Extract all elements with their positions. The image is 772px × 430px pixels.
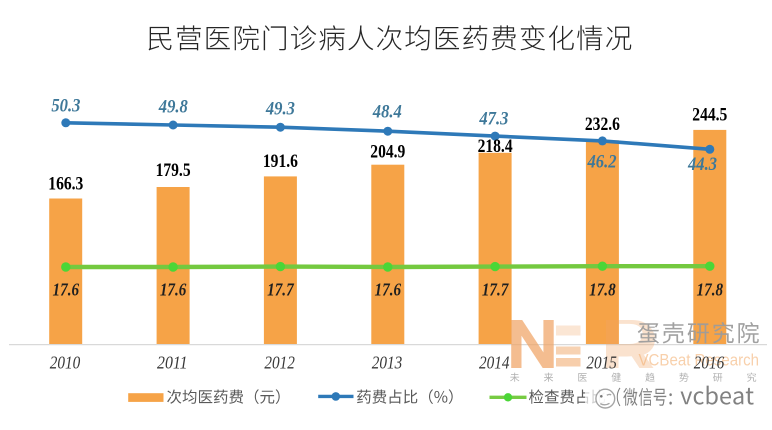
svg-text:2011: 2011 <box>157 353 188 373</box>
svg-text:232.6: 232.6 <box>585 114 620 135</box>
svg-text:2016: 2016 <box>694 353 725 373</box>
svg-text:17.8: 17.8 <box>697 280 724 300</box>
svg-text:218.4: 218.4 <box>478 136 513 157</box>
svg-text:2014: 2014 <box>479 353 510 373</box>
svg-text:191.6: 191.6 <box>263 151 298 172</box>
svg-text:44.3: 44.3 <box>687 155 717 175</box>
svg-text:2013: 2013 <box>372 353 403 373</box>
svg-text:17.6: 17.6 <box>375 280 402 300</box>
svg-text:49.8: 49.8 <box>158 97 188 117</box>
svg-text:50.3: 50.3 <box>51 96 80 116</box>
svg-text:VCBeat Research: VCBeat Research <box>639 351 760 369</box>
svg-text:17.7: 17.7 <box>482 280 509 300</box>
svg-text:47.3: 47.3 <box>479 110 509 130</box>
svg-text:2012: 2012 <box>264 353 295 373</box>
svg-text:166.3: 166.3 <box>48 174 83 195</box>
svg-text:179.5: 179.5 <box>156 160 191 181</box>
svg-text:17.8: 17.8 <box>589 280 616 300</box>
svg-text:2015: 2015 <box>586 353 617 373</box>
svg-text:204.9: 204.9 <box>370 142 405 163</box>
svg-text:244.5: 244.5 <box>692 104 727 125</box>
svg-text:17.6: 17.6 <box>53 280 80 300</box>
svg-text:17.6: 17.6 <box>160 280 187 300</box>
svg-text:48.4: 48.4 <box>372 102 402 122</box>
svg-text:2010: 2010 <box>50 353 81 373</box>
svg-text:46.2: 46.2 <box>587 153 617 173</box>
svg-text:49.3: 49.3 <box>265 99 295 119</box>
svg-text:17.7: 17.7 <box>267 280 294 300</box>
